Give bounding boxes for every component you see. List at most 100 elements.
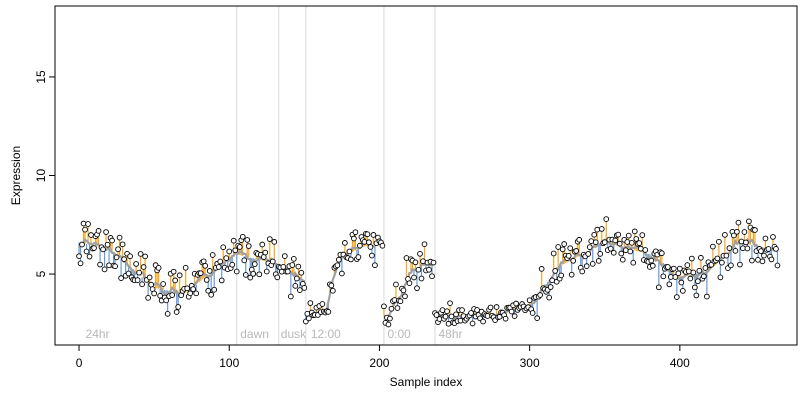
data-point — [209, 252, 216, 258]
data-point — [696, 267, 703, 274]
data-point — [526, 297, 533, 304]
data-point — [190, 286, 197, 292]
data-point — [76, 253, 82, 260]
data-point — [493, 304, 500, 310]
data-point — [773, 245, 779, 252]
data-point — [759, 258, 766, 265]
data-point — [372, 262, 378, 269]
data-point — [714, 255, 721, 262]
data-point — [208, 291, 215, 298]
data-point — [666, 281, 673, 288]
data-point — [672, 274, 679, 280]
region-label: 0:00 — [387, 327, 411, 341]
data-point — [726, 245, 733, 252]
data-point — [770, 234, 776, 240]
data-point — [534, 315, 540, 321]
data-point — [232, 247, 239, 254]
data-point — [118, 275, 124, 281]
region-label: 24hr — [86, 327, 110, 341]
data-point — [244, 237, 251, 243]
data-point — [731, 232, 737, 239]
data-point — [738, 238, 745, 245]
data-point — [658, 250, 665, 257]
data-point — [684, 262, 691, 268]
data-point — [229, 261, 236, 268]
data-point — [749, 257, 755, 264]
data-point — [537, 292, 544, 298]
data-point — [403, 255, 410, 261]
data-point — [744, 245, 751, 252]
data-point — [628, 239, 635, 246]
data-point — [411, 274, 417, 281]
data-point — [140, 264, 147, 270]
data-point — [217, 258, 224, 265]
data-point — [325, 309, 332, 315]
data-point — [101, 266, 108, 273]
data-point — [426, 266, 432, 273]
data-point — [241, 257, 248, 264]
data-point — [127, 253, 133, 260]
data-point — [172, 277, 179, 284]
data-point — [103, 229, 109, 235]
data-point — [160, 281, 166, 287]
data-point — [292, 283, 299, 289]
data-point — [692, 284, 698, 291]
data-point — [193, 290, 200, 297]
data-point — [585, 251, 592, 257]
data-point — [203, 277, 210, 283]
data-point — [184, 285, 191, 292]
data-point — [637, 245, 644, 252]
data-point — [367, 244, 374, 250]
region-label: 12:00 — [311, 327, 341, 341]
data-point — [119, 241, 126, 248]
data-point — [391, 297, 398, 303]
data-point — [418, 275, 425, 282]
data-point — [239, 233, 246, 240]
y-tick-label: 10 — [34, 169, 48, 183]
data-point — [366, 239, 372, 246]
data-point — [281, 253, 288, 259]
data-point — [752, 227, 758, 233]
data-point — [573, 248, 580, 254]
data-point — [591, 231, 598, 238]
data-point — [104, 241, 111, 248]
y-tick-label: 5 — [34, 270, 48, 277]
data-point — [223, 255, 230, 261]
data-point — [139, 281, 145, 288]
data-point — [717, 274, 724, 281]
data-point — [690, 269, 697, 276]
data-point — [85, 221, 91, 227]
data-point — [164, 310, 171, 317]
data-point — [622, 247, 629, 254]
region-label: dawn — [240, 327, 269, 341]
data-point — [588, 238, 595, 244]
data-point — [765, 246, 772, 252]
data-point — [88, 232, 94, 238]
data-point — [245, 243, 252, 249]
data-point — [429, 273, 435, 280]
data-point — [618, 250, 625, 257]
data-point — [307, 300, 314, 306]
data-point — [361, 238, 368, 245]
data-point — [91, 245, 97, 251]
data-point — [230, 237, 237, 244]
data-point — [433, 312, 440, 318]
data-point — [250, 270, 257, 277]
data-point — [397, 298, 404, 305]
data-point — [607, 245, 614, 252]
data-point — [550, 250, 557, 257]
data-point — [259, 241, 266, 248]
region-labels: 24hr dawn dusk 12:00 0:00 48hr — [86, 327, 463, 341]
data-point — [642, 247, 649, 253]
data-point — [597, 251, 604, 257]
data-point — [115, 246, 121, 253]
data-point — [274, 274, 281, 281]
data-point — [176, 272, 183, 279]
data-point — [342, 240, 348, 246]
data-point — [538, 266, 545, 272]
data-point — [610, 249, 617, 256]
data-point — [295, 263, 302, 270]
data-point — [406, 280, 413, 287]
data-point — [351, 235, 357, 242]
data-point — [304, 310, 311, 317]
